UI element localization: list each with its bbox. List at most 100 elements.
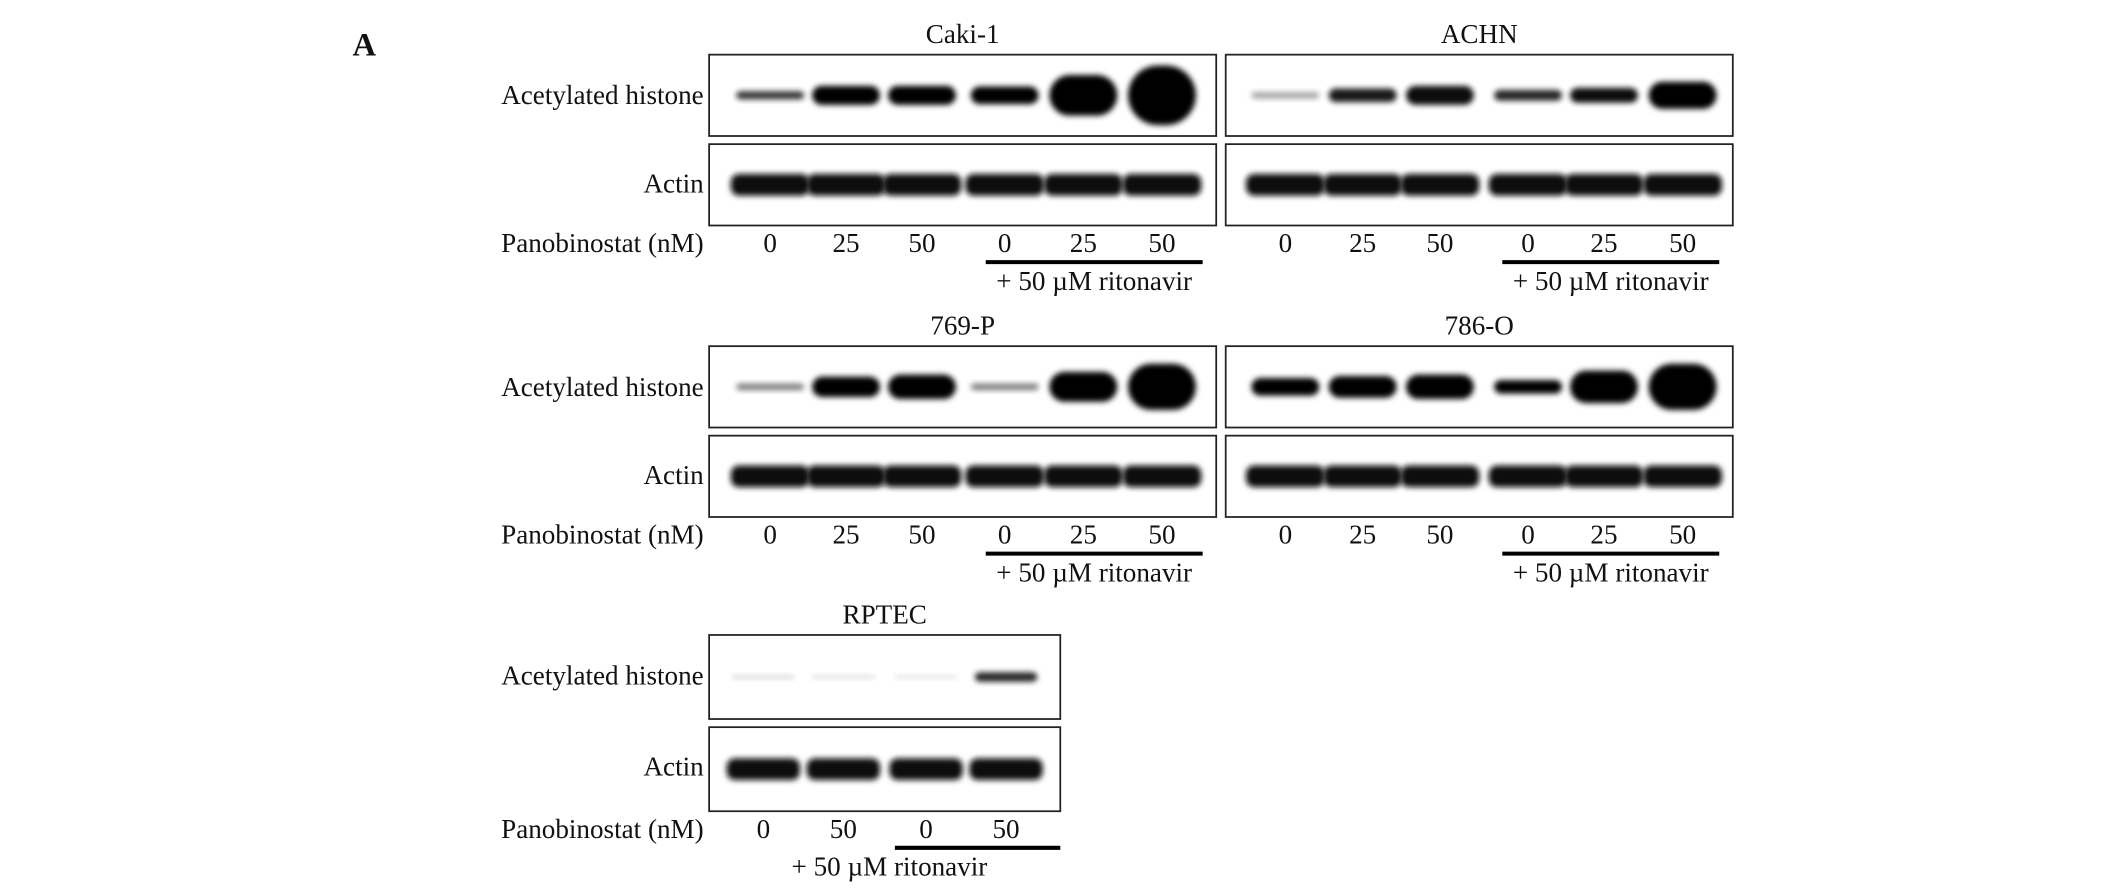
- band: [1564, 465, 1644, 488]
- lane-label: 25: [833, 520, 860, 550]
- band: [1400, 465, 1480, 488]
- band: [1406, 85, 1474, 105]
- lane-label: 0: [757, 814, 771, 844]
- band: [1323, 173, 1402, 196]
- band: [894, 674, 958, 680]
- row-label: Acetylated histone: [501, 372, 703, 402]
- lane-label: 50: [908, 520, 935, 550]
- lane-label: 50: [830, 814, 857, 844]
- band: [1246, 465, 1325, 488]
- band: [888, 85, 956, 105]
- row-label: Actin: [643, 460, 704, 490]
- blot-title: RPTEC: [843, 600, 927, 630]
- treatment-label: + 50 µM ritonavir: [1513, 266, 1709, 296]
- lane-label: 50: [908, 228, 935, 258]
- band: [1648, 363, 1717, 410]
- lane-label: 50: [1426, 520, 1453, 550]
- band: [1122, 465, 1202, 488]
- band: [1400, 173, 1480, 196]
- treatment-label: + 50 µM ritonavir: [996, 558, 1192, 588]
- lane-label: 0: [1521, 228, 1535, 258]
- treatment-label: + 50 µM ritonavir: [1513, 558, 1709, 588]
- band: [1128, 363, 1196, 410]
- lane-label: 25: [1590, 228, 1617, 258]
- band: [806, 173, 886, 196]
- band: [1406, 374, 1474, 400]
- band: [965, 173, 1045, 196]
- dose-label: Panobinostat (nM): [501, 814, 704, 844]
- band: [1488, 465, 1568, 488]
- band: [1323, 465, 1402, 488]
- lane-label: 0: [1279, 520, 1293, 550]
- lane-label: 25: [1070, 520, 1097, 550]
- lane-label: 0: [1279, 228, 1293, 258]
- band: [1044, 173, 1123, 196]
- row-label: Acetylated histone: [501, 80, 703, 110]
- band: [732, 674, 795, 680]
- blot-title: 786-O: [1445, 311, 1514, 341]
- band: [1494, 380, 1562, 394]
- band: [1049, 371, 1118, 402]
- lane-label: 50: [1148, 228, 1175, 258]
- band: [1049, 74, 1118, 116]
- band: [1488, 173, 1568, 196]
- treatment-label: + 50 µM ritonavir: [996, 266, 1192, 296]
- lane-label: 0: [763, 520, 777, 550]
- band: [974, 672, 1038, 682]
- band: [1570, 370, 1638, 404]
- row-label: Actin: [643, 751, 704, 781]
- treatment-label: + 50 µM ritonavir: [792, 852, 988, 882]
- blot-title: ACHN: [1441, 19, 1518, 49]
- band: [1648, 81, 1717, 109]
- lane-label: 50: [1148, 520, 1175, 550]
- band: [888, 374, 956, 400]
- lane-label: 0: [998, 520, 1012, 550]
- lane-label: 25: [1590, 520, 1617, 550]
- lane-label: 25: [1349, 520, 1376, 550]
- band: [1564, 173, 1644, 196]
- band: [726, 758, 800, 781]
- band: [812, 85, 880, 105]
- band: [1643, 465, 1722, 488]
- lane-label: 0: [1521, 520, 1535, 550]
- band: [1643, 173, 1722, 196]
- lane-label: 0: [998, 228, 1012, 258]
- band: [736, 91, 805, 100]
- band: [1128, 65, 1196, 126]
- lane-label: 50: [1669, 228, 1696, 258]
- band: [969, 758, 1043, 781]
- band: [736, 383, 805, 391]
- band: [730, 465, 810, 488]
- band: [970, 86, 1039, 105]
- lane-label: 50: [1669, 520, 1696, 550]
- band: [965, 465, 1045, 488]
- band: [806, 465, 886, 488]
- lane-label: 25: [1070, 228, 1097, 258]
- blot-title: 769-P: [930, 311, 995, 341]
- band: [1328, 375, 1397, 398]
- lane-label: 50: [992, 814, 1019, 844]
- band: [1328, 88, 1397, 103]
- lane-label: 0: [919, 814, 933, 844]
- band: [882, 465, 962, 488]
- lane-label: 50: [1426, 228, 1453, 258]
- band: [882, 173, 962, 196]
- band: [730, 173, 810, 196]
- row-label: Actin: [643, 168, 704, 198]
- dose-label: Panobinostat (nM): [501, 228, 704, 258]
- band: [812, 674, 875, 680]
- band: [1246, 173, 1325, 196]
- band: [806, 758, 880, 781]
- panel-label: A: [353, 27, 377, 63]
- band: [1251, 378, 1320, 396]
- band: [970, 383, 1039, 391]
- band: [889, 758, 963, 781]
- dose-label: Panobinostat (nM): [501, 520, 704, 550]
- lane-label: 0: [763, 228, 777, 258]
- band: [1494, 89, 1562, 101]
- lane-label: 25: [1349, 228, 1376, 258]
- band: [1122, 173, 1202, 196]
- band: [812, 376, 880, 398]
- band: [1044, 465, 1123, 488]
